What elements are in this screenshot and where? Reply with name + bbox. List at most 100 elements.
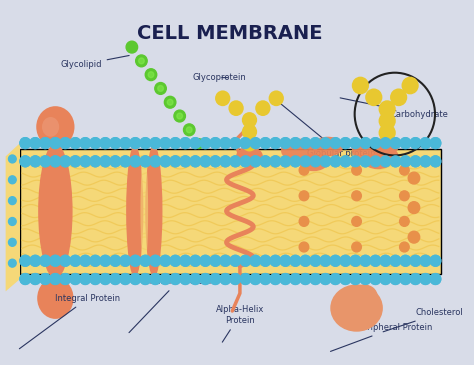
Circle shape — [430, 156, 441, 167]
Circle shape — [20, 138, 30, 149]
Circle shape — [50, 156, 61, 167]
Circle shape — [260, 255, 271, 266]
Circle shape — [90, 274, 100, 284]
Circle shape — [100, 274, 110, 284]
Circle shape — [20, 156, 30, 167]
Circle shape — [269, 91, 284, 106]
Circle shape — [240, 274, 251, 284]
Circle shape — [140, 255, 151, 266]
Circle shape — [300, 255, 310, 266]
Circle shape — [410, 156, 421, 167]
Circle shape — [150, 156, 161, 167]
Circle shape — [400, 255, 410, 266]
Circle shape — [20, 274, 30, 284]
Circle shape — [120, 138, 130, 149]
Circle shape — [140, 138, 151, 149]
Circle shape — [380, 156, 391, 167]
Circle shape — [50, 138, 61, 149]
Circle shape — [420, 274, 431, 284]
Circle shape — [260, 255, 271, 266]
Ellipse shape — [352, 140, 386, 161]
Circle shape — [220, 156, 231, 167]
Circle shape — [300, 274, 310, 284]
Circle shape — [170, 255, 181, 266]
Circle shape — [196, 141, 201, 146]
Circle shape — [320, 156, 331, 167]
Circle shape — [140, 156, 151, 167]
Circle shape — [210, 274, 220, 284]
Circle shape — [380, 138, 391, 149]
Circle shape — [80, 138, 91, 149]
Circle shape — [120, 255, 130, 266]
Circle shape — [330, 274, 341, 284]
Circle shape — [370, 138, 381, 149]
Circle shape — [160, 255, 171, 266]
Circle shape — [210, 156, 220, 167]
Circle shape — [240, 138, 251, 149]
Circle shape — [400, 274, 410, 284]
Circle shape — [130, 274, 141, 284]
Circle shape — [80, 255, 91, 266]
Circle shape — [270, 156, 281, 167]
Circle shape — [150, 274, 161, 284]
Circle shape — [90, 156, 100, 167]
Circle shape — [380, 138, 391, 149]
Circle shape — [190, 156, 201, 167]
Circle shape — [110, 138, 120, 149]
Circle shape — [90, 138, 100, 149]
Circle shape — [270, 156, 281, 167]
Ellipse shape — [330, 284, 383, 332]
Circle shape — [110, 255, 120, 266]
Circle shape — [350, 274, 361, 284]
Circle shape — [150, 138, 161, 149]
Ellipse shape — [299, 153, 328, 171]
Circle shape — [200, 138, 210, 149]
Circle shape — [50, 274, 61, 284]
Circle shape — [420, 138, 431, 149]
Circle shape — [390, 156, 401, 167]
Circle shape — [130, 138, 141, 149]
Circle shape — [320, 255, 331, 266]
Circle shape — [130, 156, 141, 167]
Circle shape — [100, 156, 110, 167]
Circle shape — [430, 255, 441, 266]
Circle shape — [160, 255, 171, 266]
Circle shape — [180, 138, 191, 149]
Circle shape — [120, 274, 130, 284]
Ellipse shape — [42, 117, 59, 137]
Circle shape — [310, 274, 320, 284]
Text: Channel Protein: Channel Protein — [129, 277, 211, 333]
Circle shape — [210, 138, 220, 149]
Circle shape — [242, 112, 257, 128]
Circle shape — [190, 274, 201, 284]
Circle shape — [340, 156, 351, 167]
Circle shape — [9, 259, 16, 267]
Text: Carbohydrate: Carbohydrate — [340, 98, 448, 119]
Circle shape — [400, 191, 409, 201]
Circle shape — [310, 138, 320, 149]
Circle shape — [140, 156, 151, 167]
Circle shape — [300, 255, 310, 266]
Circle shape — [340, 274, 351, 284]
Circle shape — [220, 274, 231, 284]
Circle shape — [70, 138, 81, 149]
Ellipse shape — [372, 138, 399, 155]
Circle shape — [150, 255, 161, 266]
Circle shape — [170, 255, 181, 266]
Circle shape — [250, 255, 261, 266]
Circle shape — [200, 255, 210, 266]
Circle shape — [380, 274, 391, 284]
Circle shape — [352, 165, 361, 175]
Circle shape — [120, 156, 130, 167]
Circle shape — [408, 231, 419, 243]
Circle shape — [60, 255, 71, 266]
Circle shape — [100, 138, 110, 149]
Circle shape — [370, 156, 381, 167]
Circle shape — [9, 197, 16, 204]
Circle shape — [230, 274, 241, 284]
Circle shape — [170, 156, 181, 167]
Circle shape — [158, 85, 164, 91]
Circle shape — [220, 255, 231, 266]
Circle shape — [60, 156, 71, 167]
Circle shape — [20, 138, 30, 149]
